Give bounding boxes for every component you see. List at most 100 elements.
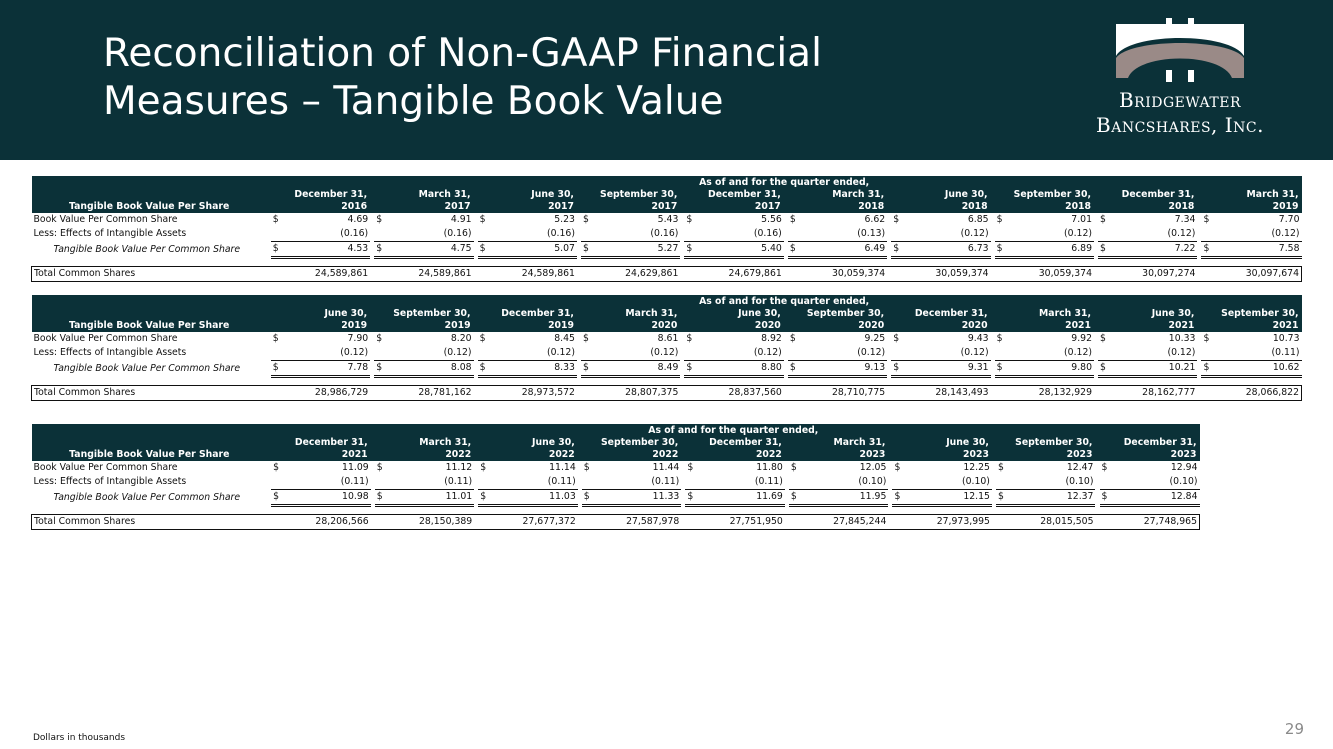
- currency-symbol: $: [374, 241, 391, 259]
- value-cell: 11.14: [549, 462, 576, 473]
- header-spacer: [31, 437, 268, 449]
- period-year: 2017: [370, 201, 474, 213]
- table-header-band: As of and for the quarter ended,: [31, 295, 1302, 308]
- currency-symbol: [1100, 475, 1116, 490]
- value-cell: 5.07: [493, 241, 577, 259]
- period-year-row: Tangible Book Value Per Share 2019 2019 201…: [31, 320, 1302, 332]
- currency-symbol: [684, 227, 700, 242]
- period-month: June 30,: [266, 308, 371, 320]
- value-cell: (0.12): [1167, 228, 1196, 239]
- value-cell: (0.16): [443, 228, 472, 239]
- shares-value: 28,150,389: [370, 514, 475, 530]
- period-year: 2019: [266, 320, 371, 332]
- value-cell: (0.12): [960, 228, 989, 239]
- value-cell: (0.12): [960, 347, 989, 358]
- section-label: Tangible Book Value Per Share: [31, 201, 267, 213]
- intangibles-row-label: Less: Effects of Intangible Assets: [33, 476, 187, 488]
- book-value-row-label: Book Value Per Common Share: [33, 214, 178, 225]
- value-cell: 8.33: [493, 360, 577, 378]
- period-year: 2020: [680, 320, 784, 332]
- book-value-row: Book Value Per Common Share $7.90 $8.20 $8.…: [32, 332, 1302, 346]
- header-spacer: [31, 424, 268, 437]
- period-month: March 31,: [784, 437, 889, 449]
- period-month: December 31,: [267, 437, 371, 449]
- period-year: 2017: [576, 201, 681, 213]
- shares-value: 28,066,822: [1197, 385, 1303, 401]
- value-cell: (0.10): [1169, 476, 1198, 487]
- period-year: 2018: [783, 201, 888, 213]
- value-cell: 9.43: [967, 333, 989, 344]
- period-month: June 30,: [474, 437, 578, 449]
- value-cell: (0.12): [340, 347, 369, 358]
- total-shares-row: Total Common Shares 28,206,566 28,150,389 2…: [31, 514, 1201, 530]
- tangible-book-value-row-label: Tangible Book Value Per Common Share: [53, 362, 241, 374]
- value-cell: 11.69: [701, 489, 785, 507]
- period-month: March 31,: [783, 189, 888, 201]
- section-label: Tangible Book Value Per Share: [31, 320, 267, 332]
- currency-symbol: [996, 475, 1012, 490]
- period-month: March 31,: [370, 437, 475, 449]
- currency-symbol: $: [583, 333, 589, 344]
- value-cell: 9.80: [1010, 360, 1094, 378]
- currency-symbol: [271, 475, 287, 490]
- shares-value: 27,677,372: [474, 514, 578, 530]
- value-cell: (0.10): [858, 476, 887, 487]
- currency-symbol: [892, 475, 908, 490]
- currency-symbol: [788, 227, 804, 242]
- period-month: September 30,: [1197, 308, 1302, 320]
- row-spacer-cell: [32, 377, 1302, 386]
- currency-symbol: [1201, 227, 1217, 242]
- book-value-row-label: Book Value Per Common Share: [33, 333, 178, 344]
- value-cell: 11.01: [390, 489, 475, 507]
- value-cell: (0.10): [961, 476, 990, 487]
- value-cell: 8.80: [700, 360, 784, 378]
- value-cell: 4.53: [287, 241, 371, 259]
- period-year: 2023: [991, 449, 1096, 461]
- currency-symbol: $: [789, 333, 796, 344]
- period-month: December 31,: [680, 189, 784, 201]
- value-cell: 8.92: [761, 333, 782, 344]
- currency-symbol: $: [1101, 462, 1108, 473]
- row-spacer: [32, 258, 1302, 267]
- period-month-row: December 31, March 31, June 30, September 3…: [31, 437, 1200, 449]
- header-spacer: [31, 295, 267, 308]
- period-month: June 30,: [887, 189, 991, 201]
- shares-value: 24,589,861: [266, 266, 371, 282]
- value-cell: 11.44: [652, 462, 680, 473]
- currency-symbol: $: [376, 214, 383, 225]
- value-cell: (0.12): [1064, 347, 1092, 358]
- currency-symbol: $: [374, 360, 391, 378]
- currency-symbol: $: [893, 214, 900, 225]
- currency-symbol: [684, 346, 700, 361]
- currency-symbol: $: [1100, 214, 1106, 225]
- value-cell: 8.45: [554, 333, 575, 344]
- value-cell: 12.37: [1012, 489, 1096, 507]
- currency-symbol: [789, 475, 805, 490]
- currency-symbol: $: [891, 360, 908, 378]
- shares-value: 28,206,566: [267, 514, 371, 530]
- period-year: 2020: [783, 320, 888, 332]
- shares-value: 30,059,374: [990, 266, 1094, 282]
- currency-symbol: $: [478, 489, 495, 507]
- shares-value: 24,629,861: [576, 266, 681, 282]
- currency-symbol: $: [1201, 241, 1218, 259]
- currency-symbol: $: [581, 489, 599, 507]
- value-cell: 10.21: [1114, 360, 1198, 378]
- shares-value: 28,837,560: [680, 385, 784, 401]
- currency-symbol: $: [270, 241, 288, 259]
- page-title: Reconciliation of Non-GAAP Financial Mea…: [103, 30, 1003, 126]
- period-year: 2020: [887, 320, 991, 332]
- page-number: 29: [1284, 720, 1304, 738]
- period-year: 2021: [1094, 320, 1198, 332]
- period-year: 2021: [1197, 320, 1302, 332]
- value-cell: 8.49: [597, 360, 681, 378]
- footnote: Dollars in thousands: [33, 733, 126, 743]
- shares-value: 28,132,929: [990, 385, 1094, 401]
- period-month: December 31,: [473, 308, 577, 320]
- period-year: 2019: [473, 320, 577, 332]
- currency-symbol: $: [892, 489, 909, 507]
- value-cell: (0.16): [753, 228, 782, 239]
- value-cell: (0.11): [444, 476, 473, 487]
- tangible-book-value-row-label: Tangible Book Value Per Common Share: [53, 491, 241, 503]
- value-cell: 11.09: [342, 462, 369, 473]
